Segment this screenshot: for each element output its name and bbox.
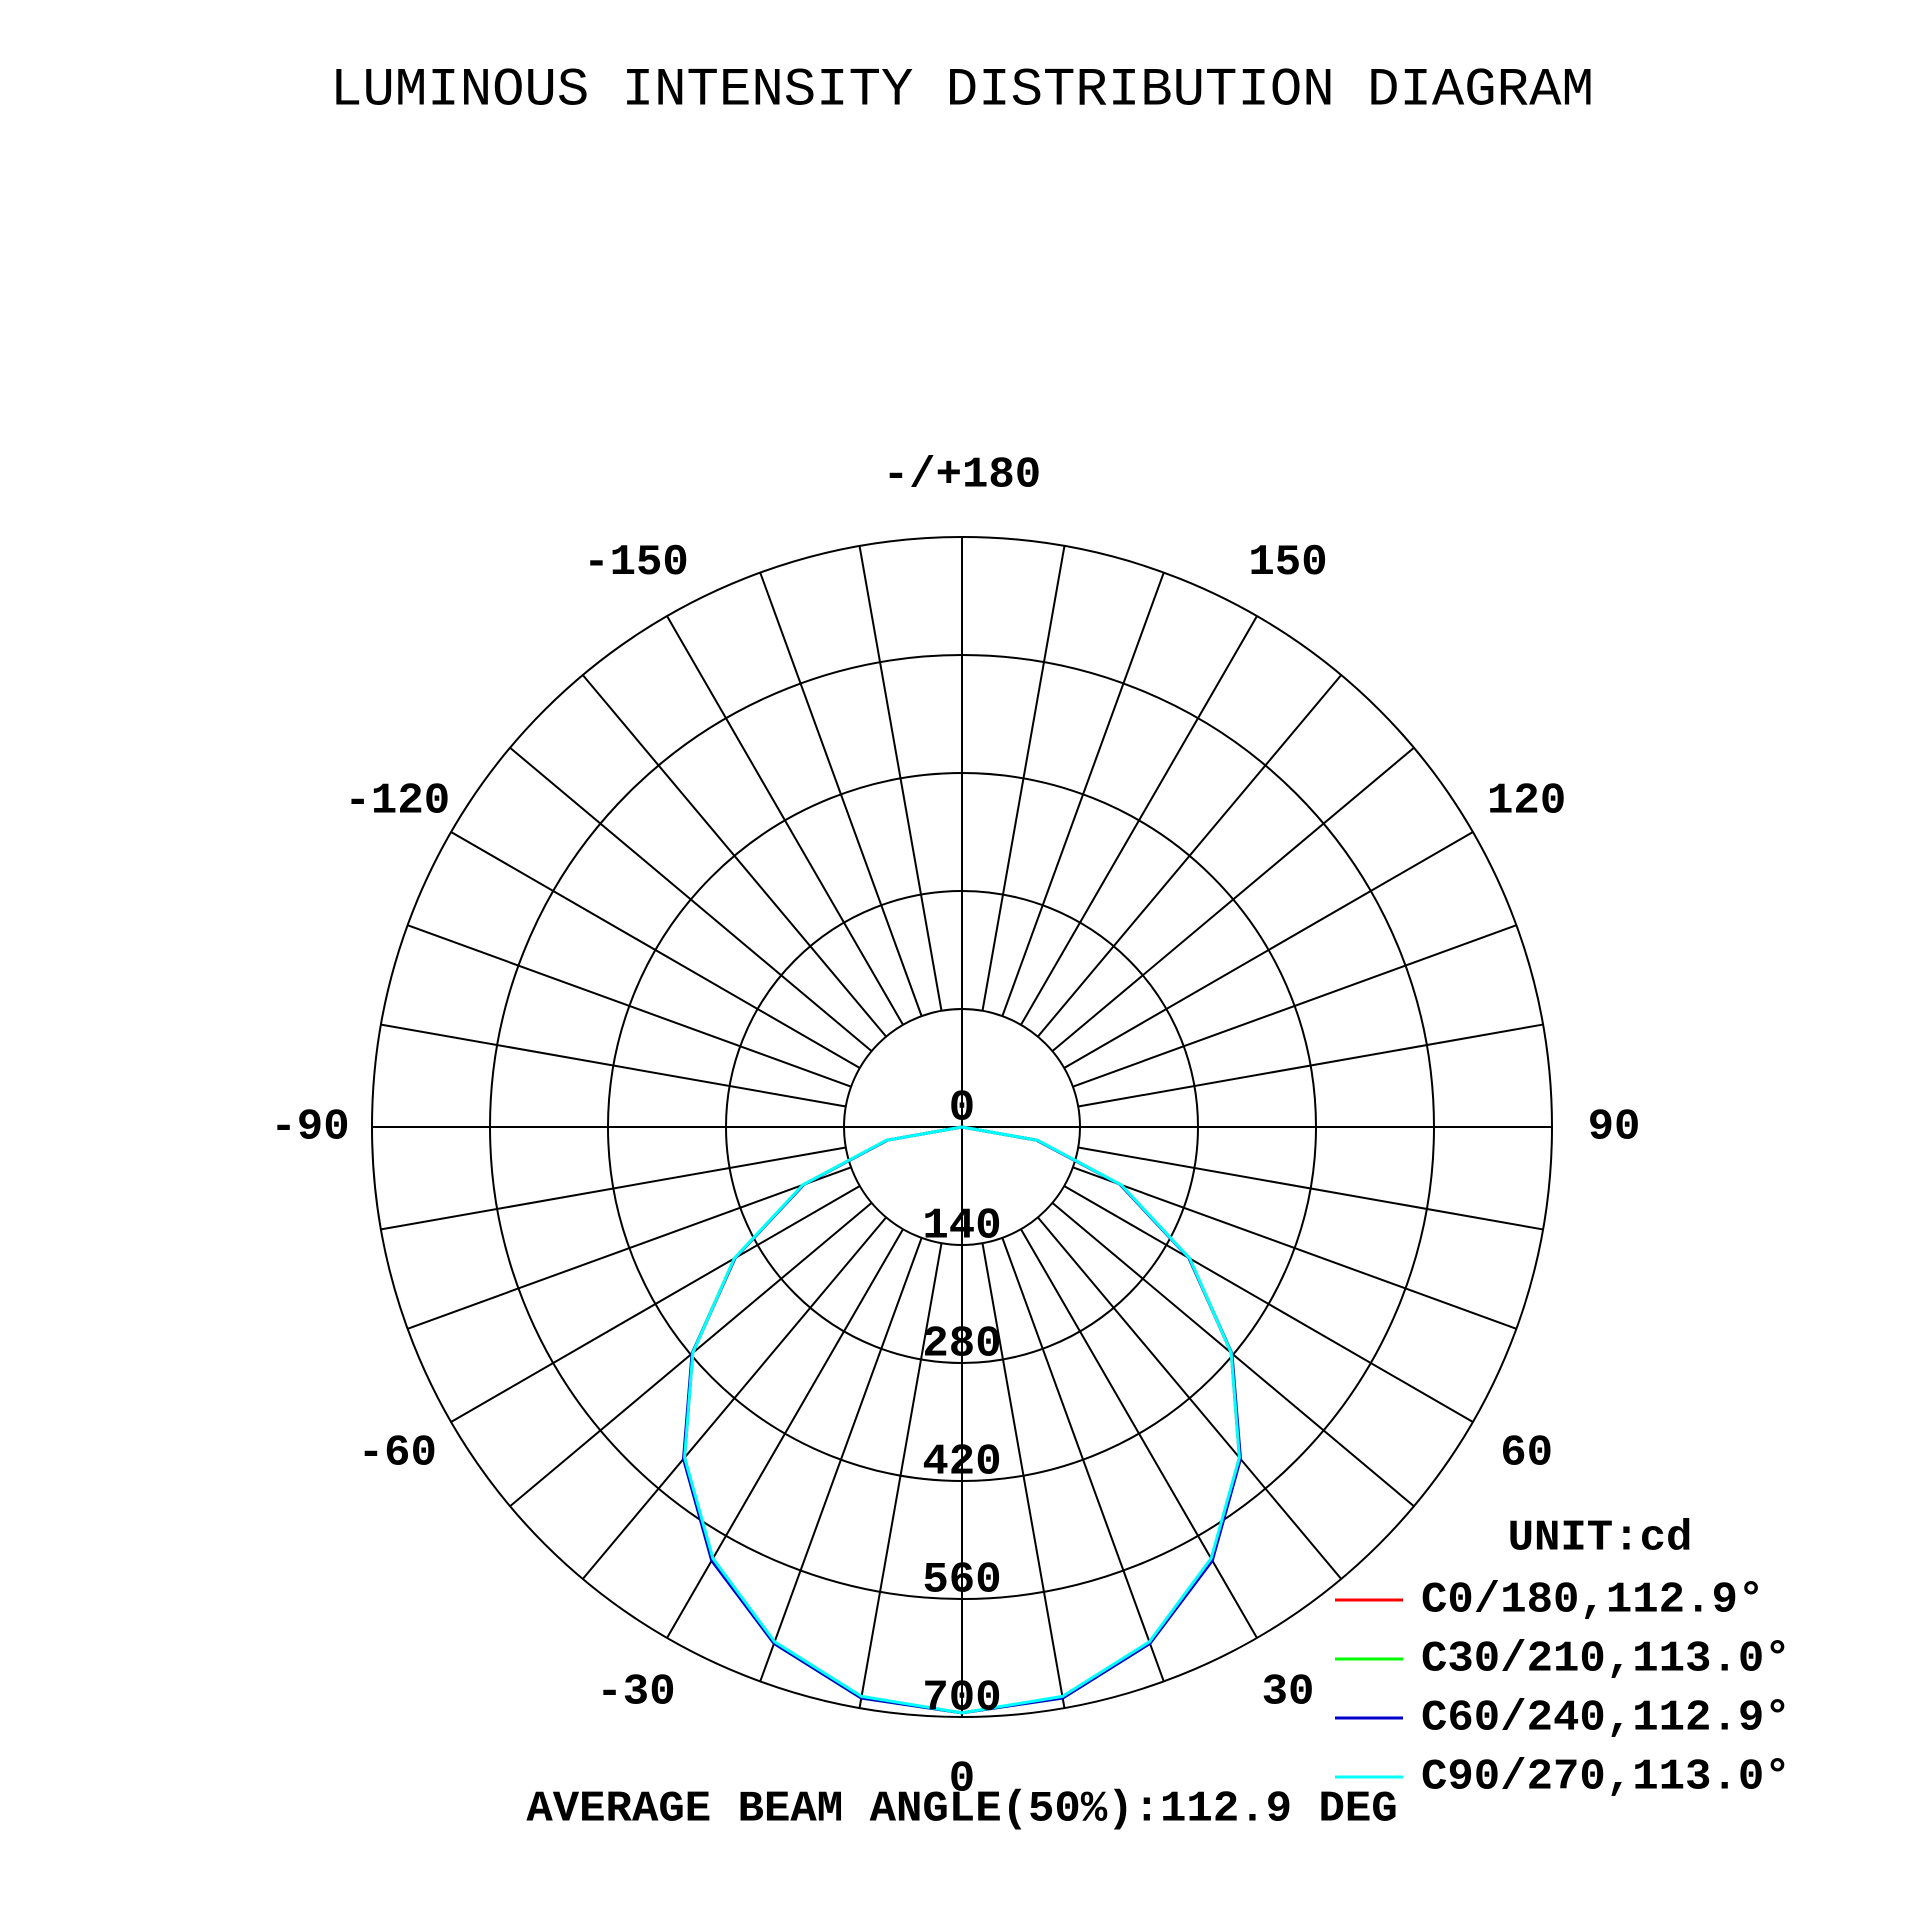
legend-label: C60/240,112.9° (1421, 1694, 1791, 1744)
theta-tick-label: -90 (270, 1103, 349, 1153)
r-tick-label: 140 (922, 1202, 1001, 1252)
theta-tick-label: -120 (345, 777, 451, 827)
theta-tick-label: 30 (1262, 1667, 1315, 1717)
legend-label: C30/210,113.0° (1421, 1635, 1791, 1685)
theta-tick-label: -30 (596, 1667, 675, 1717)
r-tick-label: 560 (922, 1556, 1001, 1606)
grid-ring (843, 1008, 1081, 1246)
theta-tick-label: -/+180 (883, 451, 1041, 501)
unit-label: UNIT:cd (1508, 1514, 1693, 1564)
r-tick-label: 420 (922, 1438, 1001, 1488)
theta-tick-label: 90 (1588, 1103, 1641, 1153)
intensity-curve (683, 1125, 1241, 1715)
theta-tick-label: -60 (358, 1429, 437, 1479)
grid-ring (489, 654, 1435, 1600)
theta-tick-label: 60 (1500, 1429, 1553, 1479)
legend-label: C90/270,113.0° (1421, 1753, 1791, 1803)
annotation: AVERAGE BEAM ANGLE(50%):112.9 DEG (526, 1785, 1397, 1835)
theta-tick-label: 150 (1248, 538, 1327, 588)
theta-tick-label: 120 (1487, 777, 1566, 827)
grid-ring (607, 772, 1317, 1482)
legend-label: C0/180,112.9° (1421, 1576, 1764, 1626)
theta-tick-label: 0 (949, 1755, 975, 1805)
r-tick-label: 0 (949, 1084, 975, 1134)
chart-title: LUMINOUS INTENSITY DISTRIBUTION DIAGRAM (330, 60, 1594, 121)
grid-ring (725, 890, 1199, 1364)
r-tick-label: 700 (922, 1674, 1001, 1724)
theta-tick-label: -150 (583, 538, 689, 588)
r-tick-label: 280 (922, 1320, 1001, 1370)
grid-ring (371, 536, 1553, 1718)
